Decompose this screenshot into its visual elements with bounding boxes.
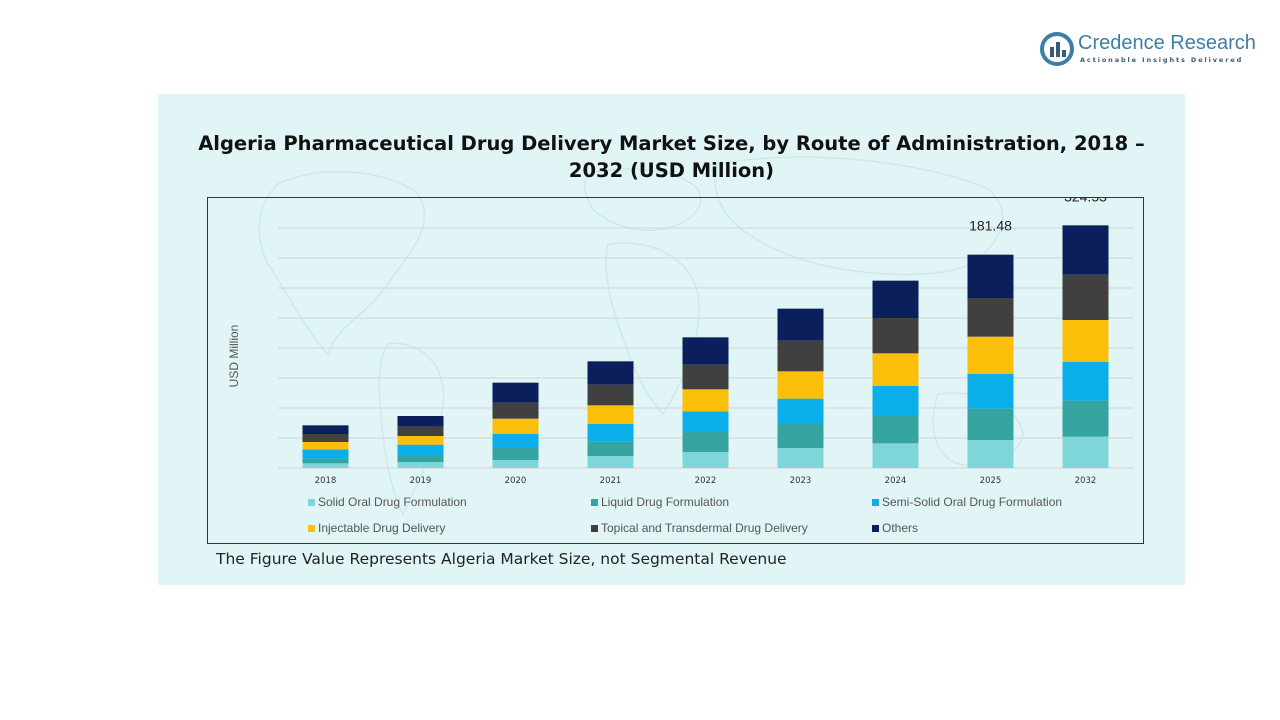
bar-segment-2022-others [682,337,729,365]
bar-segment-2022-liquid-drug-formulation [682,432,729,452]
brand-tagline: Actionable Insights Delivered [1080,56,1244,64]
x-tick-label: 2023 [790,476,812,486]
bar-segment-2019-solid-oral-drug-formulation [397,462,444,468]
bar-segment-2021-injectable-drug-delivery [587,405,634,424]
chart-area: USD Million 2018 2019 2020 2021 2022 2023 2024 2… [207,197,1144,544]
bar-segment-2021-topical-and-transdermal-drug-delivery [587,384,634,406]
bar-segment-2020-solid-oral-drug-formulation [492,460,539,468]
data-label-2025: 181.48 [969,218,1012,234]
legend-swatch [591,525,598,532]
legend-label: Injectable Drug Delivery [318,521,445,535]
bar-segment-2032-others [1062,225,1109,275]
legend-label: Others [882,521,918,535]
x-tick-label: 2018 [315,476,337,486]
legend-swatch [872,499,879,506]
bar-segment-2020-liquid-drug-formulation [492,448,539,460]
bar-segment-2022-injectable-drug-delivery [682,389,729,412]
bar-segment-2020-injectable-drug-delivery [492,418,539,434]
bar-segment-2025-solid-oral-drug-formulation [967,440,1014,468]
x-tick-label: 2021 [600,476,622,486]
y-axis-label: USD Million [227,325,241,388]
bar-segment-2023-injectable-drug-delivery [777,371,824,399]
bar-segment-2021-solid-oral-drug-formulation [587,456,634,468]
bar-segment-2021-liquid-drug-formulation [587,441,634,456]
bar-segment-2023-solid-oral-drug-formulation [777,448,824,468]
bar-segment-2019-topical-and-transdermal-drug-delivery [397,426,444,436]
bar-segment-2019-liquid-drug-formulation [397,456,444,462]
bar-segment-2018-topical-and-transdermal-drug-delivery [302,434,349,442]
bar-segment-2020-topical-and-transdermal-drug-delivery [492,402,539,419]
brand-name: Credence Research [1078,32,1256,54]
bar-segment-2024-semi-solid-oral-drug-formulation [872,386,919,416]
bar-segment-2018-solid-oral-drug-formulation [302,463,349,468]
bar-segment-2032-topical-and-transdermal-drug-delivery [1062,274,1109,320]
legend-swatch [308,525,315,532]
brand-logo: Credence Research Actionable Insights De… [1040,32,1260,68]
bar-segment-2021-others [587,361,634,385]
legend-swatch [872,525,879,532]
credence-logo-icon [1040,32,1074,66]
bar-segment-2025-others [967,254,1014,298]
bar-segment-2024-solid-oral-drug-formulation [872,443,919,468]
bar-segment-2022-semi-solid-oral-drug-formulation [682,411,729,432]
chart-title: Algeria Pharmaceutical Drug Delivery Mar… [198,132,1145,182]
bar-segment-2019-others [397,416,444,427]
legend-label: Liquid Drug Formulation [601,495,729,509]
bar-segment-2032-liquid-drug-formulation [1062,400,1109,437]
bar-segment-2023-liquid-drug-formulation [777,424,824,448]
bar-segment-2022-solid-oral-drug-formulation [682,452,729,468]
bar-segment-2024-topical-and-transdermal-drug-delivery [872,318,919,354]
bar-segment-2025-injectable-drug-delivery [967,336,1014,374]
bar-segment-2032-solid-oral-drug-formulation [1062,436,1109,468]
bar-segment-2020-others [492,382,539,403]
bar-segment-2023-semi-solid-oral-drug-formulation [777,398,824,424]
legend-label: Topical and Transdermal Drug Delivery [601,521,808,535]
data-label-2032: 324.53 [1064,198,1107,204]
legend-swatch [591,499,598,506]
bar-segment-2023-others [777,308,824,341]
bar-segment-2018-others [302,425,349,434]
bar-segment-2022-topical-and-transdermal-drug-delivery [682,364,729,390]
bar-segment-2025-topical-and-transdermal-drug-delivery [967,298,1014,337]
bar-segment-2020-semi-solid-oral-drug-formulation [492,434,539,448]
legend-label: Semi-Solid Oral Drug Formulation [882,495,1062,509]
bar-segment-2024-liquid-drug-formulation [872,416,919,444]
bar-segment-2024-injectable-drug-delivery [872,353,919,386]
x-tick-label: 2032 [1075,476,1097,486]
bar-segment-2024-others [872,280,919,318]
legend-label: Solid Oral Drug Formulation [318,495,467,509]
bar-segment-2018-injectable-drug-delivery [302,442,349,450]
x-tick-label: 2024 [885,476,907,486]
x-tick-label: 2019 [410,476,432,486]
bar-segment-2032-semi-solid-oral-drug-formulation [1062,362,1109,401]
bar-segment-2023-topical-and-transdermal-drug-delivery [777,340,824,372]
bar-segment-2018-liquid-drug-formulation [302,458,349,464]
bar-segment-2019-injectable-drug-delivery [397,436,444,445]
bar-segment-2025-semi-solid-oral-drug-formulation [967,374,1014,409]
bar-segment-2018-semi-solid-oral-drug-formulation [302,449,349,459]
chart-panel [158,94,1185,585]
bar-segment-2025-liquid-drug-formulation [967,408,1014,440]
bar-segment-2019-semi-solid-oral-drug-formulation [397,444,444,456]
legend-swatch [308,499,315,506]
bar-segment-2032-injectable-drug-delivery [1062,320,1109,362]
chart-footnote: The Figure Value Represents Algeria Mark… [216,550,787,568]
x-tick-label: 2020 [505,476,527,486]
bar-segment-2021-semi-solid-oral-drug-formulation [587,424,634,442]
x-tick-label: 2025 [980,476,1002,486]
x-tick-label: 2022 [695,476,717,486]
stacked-bar-chart: USD Million 2018 2019 2020 2021 2022 2023 2024 2… [227,198,1133,535]
